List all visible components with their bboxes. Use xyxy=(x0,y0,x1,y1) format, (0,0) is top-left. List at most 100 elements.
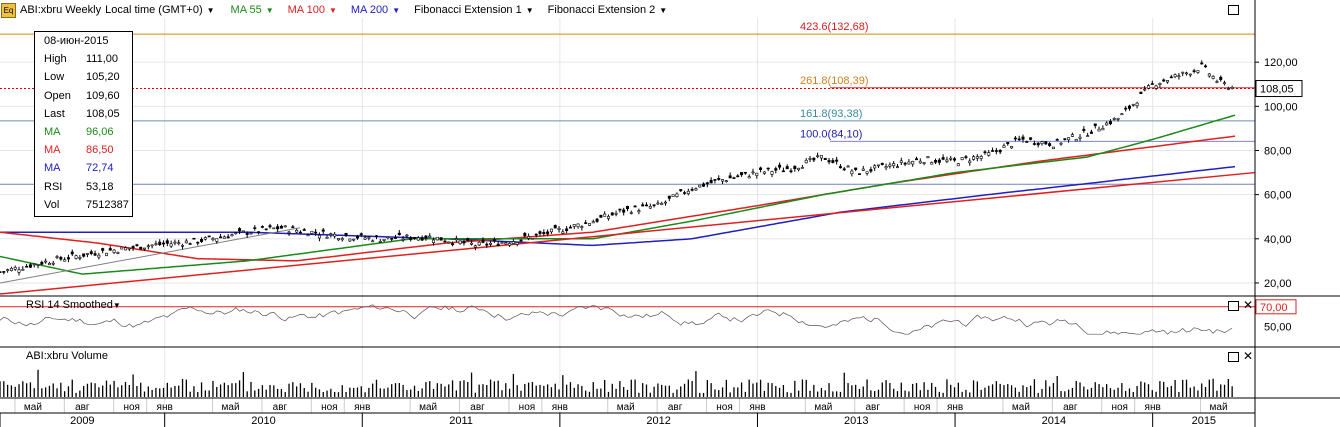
fib1-selector[interactable]: Fibonacci Extension 1 ▼ xyxy=(414,4,534,16)
candle-body xyxy=(9,268,13,271)
candle-body xyxy=(1185,72,1189,75)
month-label: ноя xyxy=(123,402,140,413)
ma55-selector[interactable]: MA 55 ▼ xyxy=(230,4,274,16)
candle-body xyxy=(481,239,485,243)
candle-body xyxy=(751,171,755,174)
candle-body xyxy=(260,226,264,228)
candle-body xyxy=(918,160,922,164)
candle-body xyxy=(78,257,82,259)
candle-body xyxy=(89,251,93,254)
candle-body xyxy=(451,243,455,246)
candle-body xyxy=(1017,138,1021,141)
maximize-icon[interactable] xyxy=(1228,301,1239,311)
candle-body xyxy=(432,239,436,243)
candle-body xyxy=(930,162,934,165)
candle-body xyxy=(1108,121,1112,125)
candle-body xyxy=(405,234,409,237)
ma100-selector[interactable]: MA 100 ▼ xyxy=(287,4,337,16)
eq-logo-icon[interactable]: Eq xyxy=(1,2,16,18)
candle-body xyxy=(694,188,698,191)
candle-body xyxy=(831,160,835,163)
candle-body xyxy=(774,168,778,171)
candle-body xyxy=(759,167,763,170)
volume-title: ABI:xbru Volume xyxy=(26,350,108,362)
candle-body xyxy=(2,271,6,273)
candle-body xyxy=(975,156,979,159)
candle-body xyxy=(1226,88,1230,90)
info-value: 72,74 xyxy=(86,162,114,175)
month-label: ноя xyxy=(1111,402,1128,413)
ma200-selector[interactable]: MA 200 ▼ xyxy=(350,4,401,16)
candle-body xyxy=(991,150,995,152)
candle-body xyxy=(272,227,276,230)
month-label: май xyxy=(1210,402,1228,413)
candle-body xyxy=(162,242,166,245)
candle-body xyxy=(1101,128,1105,131)
close-icon[interactable]: ✕ xyxy=(1243,349,1254,363)
maximize-icon[interactable] xyxy=(1228,5,1239,15)
year-label: 2012 xyxy=(646,415,670,427)
ma200-line xyxy=(0,165,1236,247)
candle-body xyxy=(154,243,158,245)
close-icon[interactable]: ✕ xyxy=(1243,298,1254,312)
candle-body xyxy=(876,164,880,167)
candle-body xyxy=(1116,117,1120,120)
symbol-label[interactable]: ABI:xbru Weekly xyxy=(20,4,102,16)
month-label: янв xyxy=(157,402,173,413)
candle-body xyxy=(177,242,181,244)
rsi-tick-label: 50,00 xyxy=(1264,321,1292,333)
info-row: RSI 53,18 xyxy=(35,178,132,196)
candle-body xyxy=(968,160,972,164)
candle-body xyxy=(542,232,546,235)
timezone-selector[interactable]: Local time (GMT+0) ▼ xyxy=(105,4,215,16)
info-value: 96,06 xyxy=(86,125,114,138)
candle-body xyxy=(614,212,618,215)
candle-body xyxy=(587,223,591,226)
candle-body xyxy=(51,262,55,265)
candle-body xyxy=(827,160,831,163)
candle-body xyxy=(599,215,603,218)
candle-body xyxy=(340,238,344,241)
candle-body xyxy=(625,206,629,209)
candle-body xyxy=(679,189,683,192)
candle-body xyxy=(420,237,424,241)
trend-line xyxy=(0,227,301,284)
candle-body xyxy=(344,232,348,236)
fib2-selector[interactable]: Fibonacci Extension 2 ▼ xyxy=(547,4,668,16)
candle-body xyxy=(861,168,865,171)
month-label: ноя xyxy=(914,402,931,413)
candle-body xyxy=(1112,118,1116,120)
candle-body xyxy=(371,240,375,243)
candle-body xyxy=(1002,145,1006,148)
candle-body xyxy=(664,201,668,204)
candle-body xyxy=(348,238,352,242)
candle-body xyxy=(127,247,131,250)
ma100-line xyxy=(0,135,1236,262)
candle-body xyxy=(470,242,474,245)
candle-body xyxy=(561,231,565,234)
maximize-icon[interactable] xyxy=(1228,352,1239,362)
info-value: 105,20 xyxy=(86,71,120,84)
candle-body xyxy=(173,241,177,244)
candle-body xyxy=(287,231,291,234)
info-label: Open xyxy=(44,89,71,102)
month-label: авг xyxy=(668,402,683,413)
candle-body xyxy=(101,248,105,251)
candle-body xyxy=(196,241,200,244)
candle-body xyxy=(492,239,496,242)
candle-body xyxy=(842,168,846,171)
candle-body xyxy=(549,228,553,233)
candle-body xyxy=(648,206,652,209)
candle-body xyxy=(983,151,987,154)
candle-body xyxy=(686,190,690,195)
candle-body xyxy=(135,244,139,247)
candle-body xyxy=(713,179,717,181)
rsi-title[interactable]: RSI 14 Smoothed▼ xyxy=(26,299,121,311)
candle-body xyxy=(793,165,797,170)
candle-body xyxy=(435,236,439,241)
candle-body xyxy=(953,158,957,161)
candle-body xyxy=(1120,113,1124,116)
month-label: авг xyxy=(273,402,288,413)
candle-body xyxy=(333,233,337,237)
